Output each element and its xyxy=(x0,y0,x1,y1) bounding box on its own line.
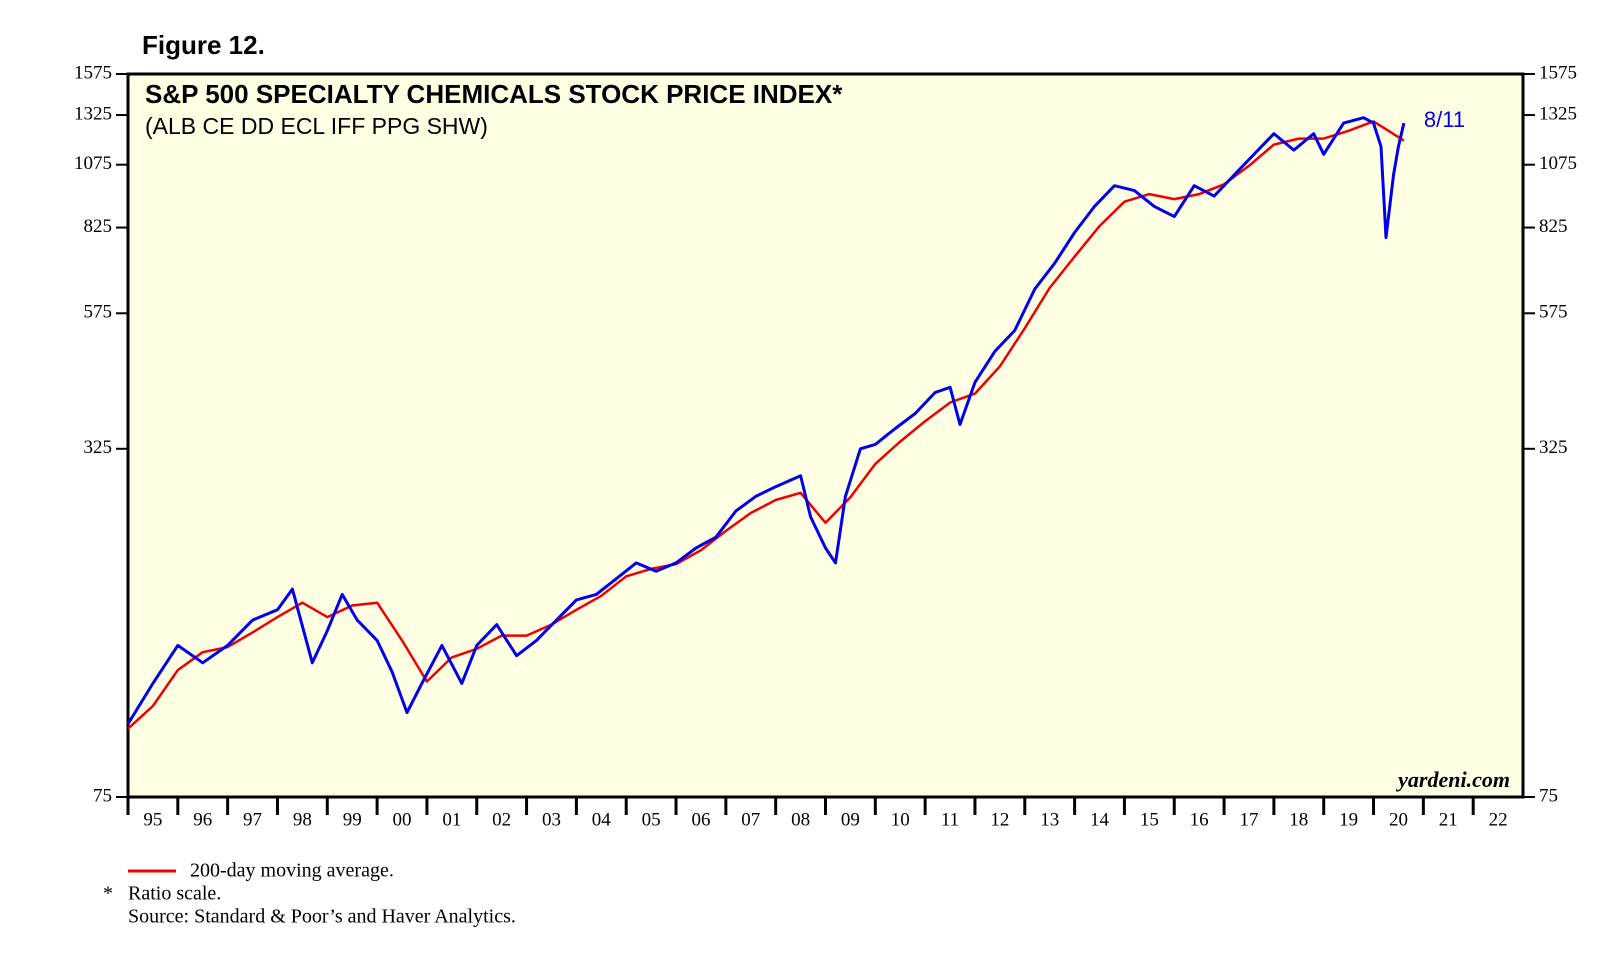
x-tick-label: 17 xyxy=(1239,809,1258,830)
y2-tick-label: 75 xyxy=(1539,785,1558,806)
x-tick-label: 14 xyxy=(1090,809,1110,830)
x-tick-label: 00 xyxy=(393,809,412,830)
chart-title: S&P 500 SPECIALTY CHEMICALS STOCK PRICE … xyxy=(145,79,843,109)
x-tick-label: 08 xyxy=(791,809,810,830)
x-tick-label: 21 xyxy=(1439,809,1458,830)
x-tick-label: 96 xyxy=(193,809,212,830)
y-tick-label: 1325 xyxy=(74,103,112,124)
x-tick-label: 98 xyxy=(293,809,312,830)
x-tick-label: 97 xyxy=(243,809,262,830)
x-tick-label: 16 xyxy=(1190,809,1209,830)
x-tick-label: 95 xyxy=(143,809,162,830)
x-tick-label: 22 xyxy=(1489,809,1508,830)
x-tick-label: 03 xyxy=(542,809,561,830)
y2-tick-label: 575 xyxy=(1539,302,1568,323)
y2-tick-label: 325 xyxy=(1539,437,1568,458)
x-tick-label: 20 xyxy=(1389,809,1408,830)
series-line xyxy=(127,120,1405,730)
chart-subtitle: (ALB CE DD ECL IFF PPG SHW) xyxy=(145,113,488,139)
x-tick-label: 15 xyxy=(1140,809,1159,830)
series-line xyxy=(126,116,1406,725)
y2-tick-label: 825 xyxy=(1539,216,1568,237)
note-marker: * xyxy=(103,883,113,905)
legend-label: 200-day moving average. xyxy=(190,860,394,882)
note: Ratio scale. xyxy=(128,883,221,905)
source: Source: Standard & Poor’s and Haver Anal… xyxy=(128,906,516,928)
end-label: 8/11 xyxy=(1424,107,1465,132)
x-tick-label: 07 xyxy=(741,809,760,830)
x-tick-label: 99 xyxy=(343,809,362,830)
x-tick-label: 11 xyxy=(941,809,959,830)
watermark: yardeni.com xyxy=(1395,767,1510,792)
y-tick-label: 1575 xyxy=(74,62,112,83)
y2-tick-label: 1575 xyxy=(1539,62,1577,83)
y2-tick-label: 1075 xyxy=(1539,153,1577,174)
x-tick-label: 04 xyxy=(592,809,612,830)
x-tick-label: 10 xyxy=(891,809,910,830)
figure-label: Figure 12. xyxy=(142,30,265,60)
x-tick-label: 01 xyxy=(442,809,461,830)
y-tick-label: 1075 xyxy=(74,153,112,174)
x-tick-label: 18 xyxy=(1289,809,1308,830)
y-tick-label: 575 xyxy=(84,302,113,323)
y-tick-label: 75 xyxy=(93,785,112,806)
y2-tick-label: 1325 xyxy=(1539,103,1577,124)
plot-area xyxy=(126,72,1525,799)
x-tick-label: 02 xyxy=(492,809,511,830)
x-tick-label: 12 xyxy=(990,809,1009,830)
y-tick-label: 825 xyxy=(84,216,113,237)
x-tick-label: 06 xyxy=(691,809,710,830)
x-tick-label: 13 xyxy=(1040,809,1059,830)
x-tick-label: 05 xyxy=(642,809,661,830)
y-tick-label: 325 xyxy=(84,437,113,458)
x-tick-label: 19 xyxy=(1339,809,1358,830)
x-tick-label: 09 xyxy=(841,809,860,830)
